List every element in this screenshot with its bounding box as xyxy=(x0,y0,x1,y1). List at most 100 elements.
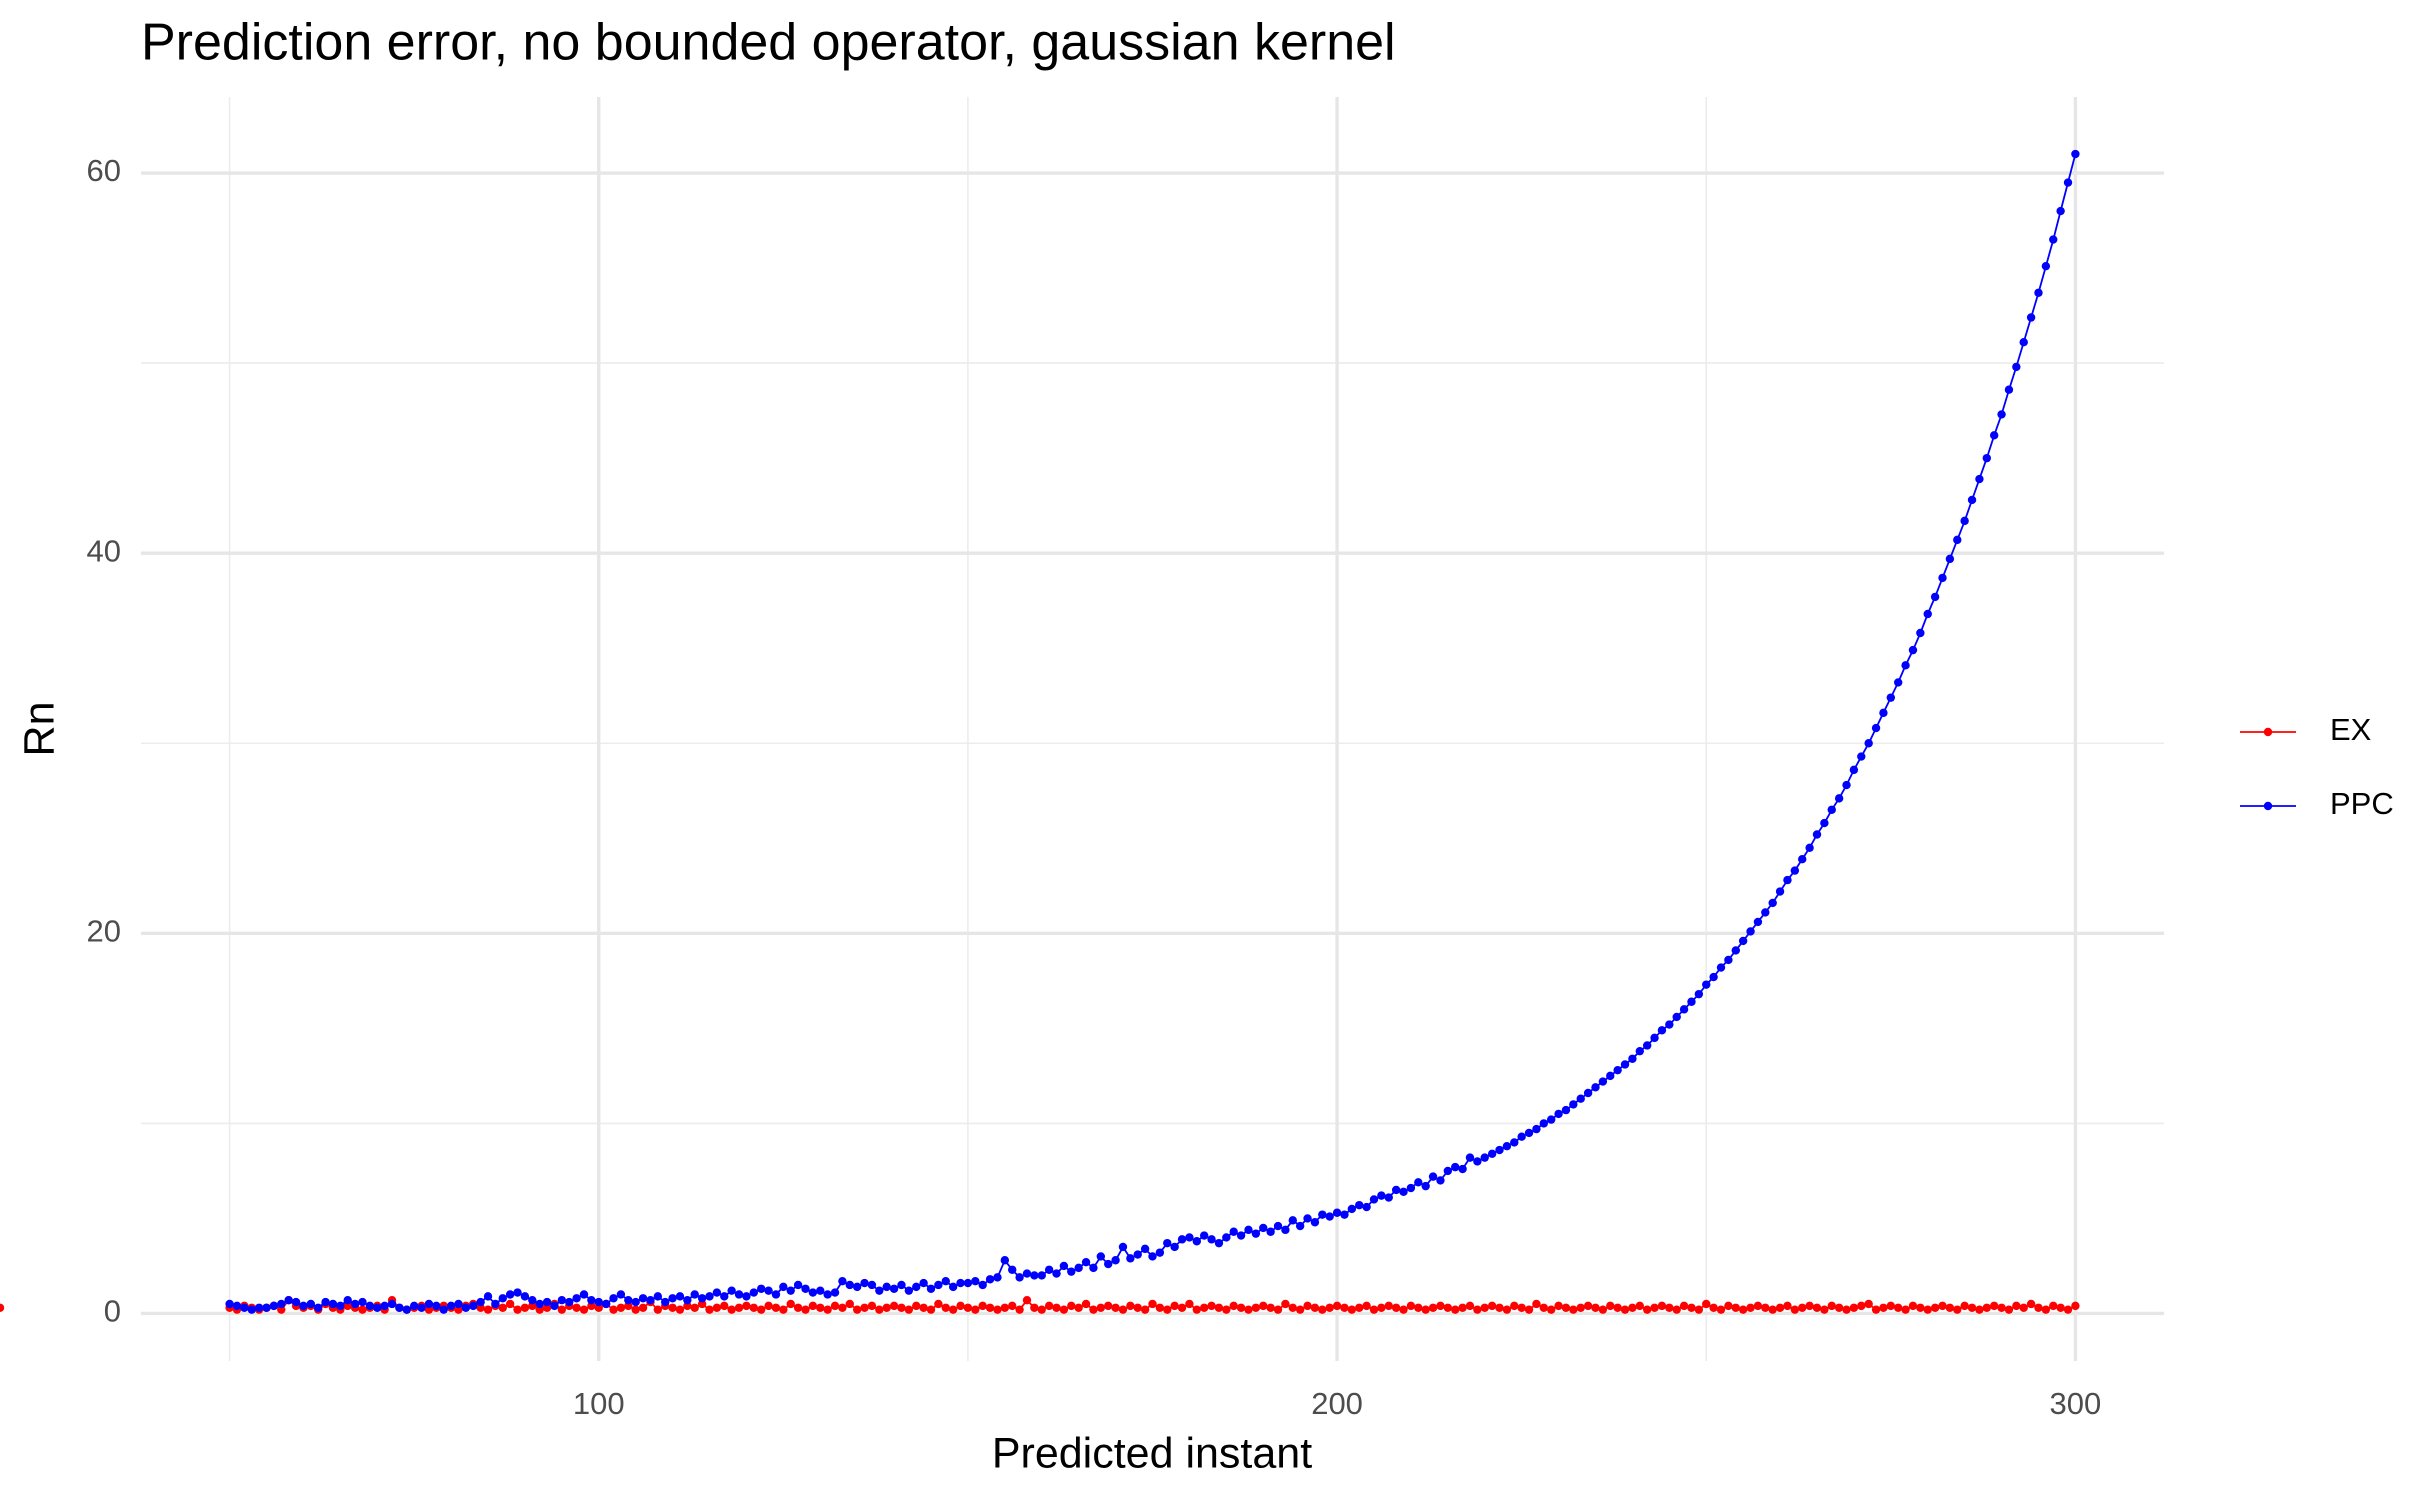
data-point xyxy=(409,1301,419,1311)
data-point xyxy=(1583,1301,1593,1311)
data-point xyxy=(1613,1303,1622,1312)
data-point xyxy=(1775,887,1785,896)
data-point xyxy=(1746,927,1755,936)
data-point xyxy=(535,1299,544,1309)
data-point xyxy=(1930,1303,1940,1312)
y-axis-title: Rn xyxy=(15,702,63,757)
data-point xyxy=(756,1305,766,1314)
data-point xyxy=(1938,573,1947,583)
data-point xyxy=(446,1301,456,1311)
data-point xyxy=(845,1299,854,1309)
data-point xyxy=(572,1294,581,1303)
data-point xyxy=(690,1303,699,1312)
legend-label: EX xyxy=(2330,712,2372,747)
data-point xyxy=(1657,1026,1667,1035)
data-point xyxy=(808,1288,818,1297)
data-point xyxy=(1620,1060,1630,1069)
data-point xyxy=(934,1299,943,1309)
data-point xyxy=(1251,1303,1261,1312)
data-point xyxy=(513,1288,522,1297)
data-point xyxy=(838,1276,847,1286)
data-point xyxy=(1997,410,2006,419)
data-point xyxy=(1679,1005,1689,1014)
data-point xyxy=(2034,288,2043,297)
data-point xyxy=(1192,1237,1201,1246)
data-point xyxy=(1731,946,1740,955)
data-point xyxy=(1067,1301,1076,1311)
data-point xyxy=(1702,980,1711,989)
data-point xyxy=(498,1303,507,1312)
data-point xyxy=(1052,1303,1061,1312)
y-tick-label: 20 xyxy=(87,914,121,949)
data-point xyxy=(1177,1303,1187,1312)
data-point xyxy=(1288,1303,1297,1312)
data-point xyxy=(1465,1301,1475,1311)
data-point xyxy=(882,1303,891,1312)
data-point xyxy=(860,1278,869,1288)
data-point xyxy=(786,1299,795,1309)
data-point xyxy=(1591,1083,1600,1092)
data-point xyxy=(705,1292,714,1301)
data-point xyxy=(609,1294,618,1303)
y-tick-label: 0 xyxy=(104,1294,121,1329)
data-point xyxy=(1524,1305,1534,1314)
data-point xyxy=(2071,1301,2080,1311)
data-point xyxy=(1783,875,1792,885)
data-point xyxy=(1628,1054,1637,1063)
data-point xyxy=(1340,1303,1349,1312)
data-point xyxy=(1539,1119,1549,1128)
data-point xyxy=(1761,908,1770,917)
data-point xyxy=(1155,1248,1165,1257)
data-point xyxy=(1473,1305,1482,1314)
data-point xyxy=(513,1305,522,1314)
data-point xyxy=(1081,1299,1091,1309)
data-point xyxy=(1340,1210,1349,1219)
data-point xyxy=(1421,1181,1430,1191)
data-point xyxy=(1738,1305,1748,1314)
data-point xyxy=(565,1297,574,1307)
data-point xyxy=(1148,1299,1157,1309)
data-point xyxy=(956,1278,965,1288)
data-point xyxy=(912,1282,921,1292)
data-point xyxy=(240,1303,249,1312)
data-point xyxy=(1635,1046,1644,1056)
data-point xyxy=(1635,1301,1644,1311)
data-point xyxy=(1244,1225,1253,1235)
data-point xyxy=(579,1305,589,1314)
data-point xyxy=(1834,794,1844,803)
data-point xyxy=(594,1297,603,1307)
data-point xyxy=(1118,1305,1128,1314)
data-point xyxy=(653,1305,663,1314)
data-point xyxy=(1037,1271,1046,1280)
data-point xyxy=(1487,1149,1497,1159)
data-point xyxy=(1428,1172,1438,1181)
data-point xyxy=(343,1295,352,1305)
data-point xyxy=(616,1303,626,1312)
data-point xyxy=(712,1288,722,1297)
data-point xyxy=(1229,1301,1238,1311)
data-point xyxy=(306,1299,316,1309)
data-point xyxy=(1259,1301,1268,1311)
data-point xyxy=(2019,1303,2028,1312)
series-line xyxy=(229,153,2077,1311)
data-point xyxy=(2049,235,2058,244)
data-point xyxy=(1140,1244,1150,1254)
data-point xyxy=(1894,1303,1903,1312)
grid xyxy=(141,97,2164,1361)
data-point xyxy=(823,1305,832,1314)
data-point xyxy=(1561,1303,1571,1312)
data-point xyxy=(1871,1305,1881,1314)
data-point xyxy=(1945,554,1955,564)
data-point xyxy=(1030,1303,1039,1312)
data-point xyxy=(1207,1235,1216,1244)
data-point xyxy=(1421,1305,1430,1314)
data-point xyxy=(985,1275,995,1284)
data-point xyxy=(720,1301,729,1311)
data-point xyxy=(1842,1305,1851,1314)
data-point xyxy=(1295,1221,1305,1231)
data-point xyxy=(1546,1305,1556,1314)
data-point xyxy=(1288,1216,1297,1225)
data-point xyxy=(882,1282,891,1292)
data-point xyxy=(350,1299,360,1309)
